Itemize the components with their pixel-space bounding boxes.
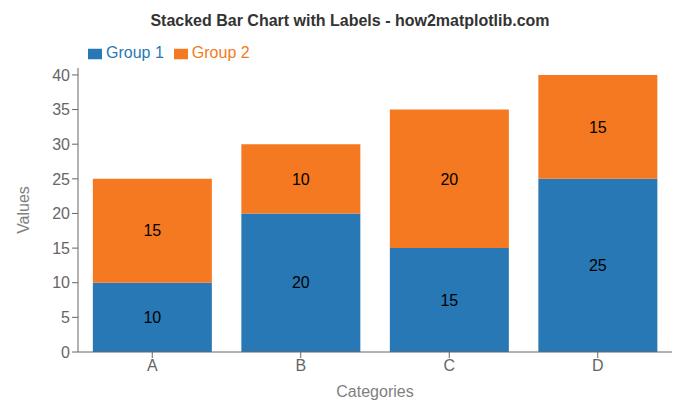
svg-text:15: 15: [589, 119, 607, 136]
html-text:Stacked Bar Chart with Labels: Stacked Bar Chart with Labels - how2matp…: [150, 12, 550, 29]
svg-text:35: 35: [52, 101, 70, 118]
svg-text:25: 25: [589, 257, 607, 274]
svg-text:C: C: [443, 357, 455, 374]
svg-text:20: 20: [292, 274, 310, 291]
svg-text:10: 10: [143, 309, 161, 326]
svg-text:25: 25: [52, 171, 70, 188]
svg-text:B: B: [295, 357, 306, 374]
svg-text:Values: Values: [15, 186, 32, 234]
svg-text:A: A: [147, 357, 158, 374]
svg-text:40: 40: [52, 67, 70, 84]
svg-text:20: 20: [52, 205, 70, 222]
svg-text:10: 10: [52, 274, 70, 291]
svg-text:D: D: [592, 357, 604, 374]
svg-text:20: 20: [440, 171, 458, 188]
svg-text:5: 5: [61, 309, 70, 326]
html-text:Group 1: Group 1: [106, 44, 164, 61]
svg-text:15: 15: [52, 240, 70, 257]
svg-text:15: 15: [143, 222, 161, 239]
svg-text:Categories: Categories: [336, 383, 413, 400]
html-text:Group 2: Group 2: [191, 44, 250, 61]
svg-text:30: 30: [52, 136, 70, 153]
svg-text:10: 10: [292, 171, 310, 188]
svg-text:15: 15: [440, 292, 458, 309]
svg-text:0: 0: [61, 344, 70, 361]
